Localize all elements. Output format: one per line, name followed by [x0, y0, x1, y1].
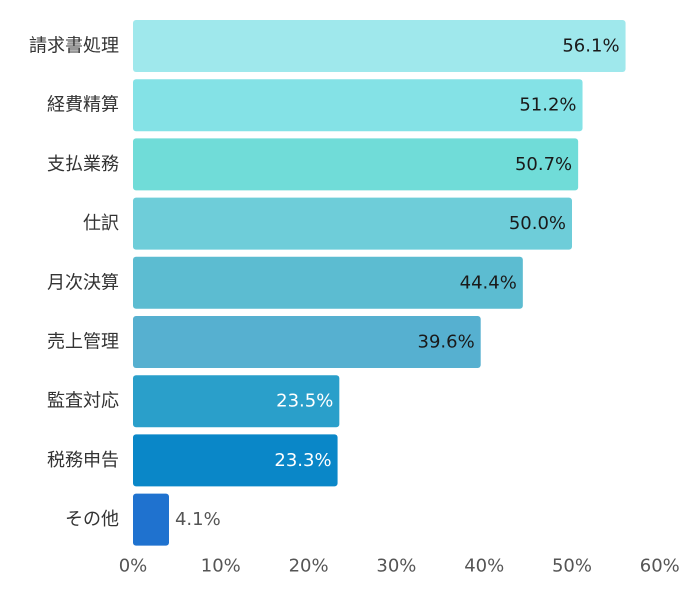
value-label-2: 50.7%: [515, 154, 572, 175]
category-label-6: 監査対応: [47, 391, 119, 412]
bar-3: [133, 197, 572, 250]
bar-0: [133, 20, 626, 72]
category-label-3: 仕訳: [83, 213, 119, 234]
value-label-1: 51.2%: [519, 95, 576, 116]
value-label-0: 56.1%: [562, 36, 619, 57]
category-label-0: 請求書処理: [29, 36, 119, 57]
x-tick-label-6: 60%: [640, 556, 680, 577]
bar-6: [133, 375, 340, 428]
labels-layer: 請求書処理 56.1% 経費精算 51.2% 支払業務 50.7% 仕訳 50.0% 月次決算 4…: [29, 36, 620, 531]
category-label-1: 経費精算: [47, 95, 119, 116]
x-tick-label-3: 30%: [376, 556, 416, 577]
bar-2: [133, 138, 579, 191]
value-label-3: 50.0%: [509, 213, 566, 234]
x-axis: 0% 10% 20% 30% 40% 50% 60%: [119, 556, 680, 577]
x-tick-label-1: 10%: [201, 556, 241, 577]
category-label-4: 月次決算: [47, 272, 119, 293]
bar-8: [133, 493, 169, 546]
bars-layer: [133, 20, 626, 546]
value-label-6: 23.5%: [276, 391, 333, 412]
bar-1: [133, 79, 583, 132]
value-label-7: 23.3%: [274, 450, 331, 471]
x-tick-label-4: 40%: [464, 556, 504, 577]
value-label-8: 4.1%: [175, 509, 221, 530]
bar-5: [133, 316, 481, 368]
category-label-5: 売上管理: [47, 332, 119, 353]
category-label-7: 税務申告: [47, 450, 119, 471]
x-tick-label-2: 20%: [289, 556, 329, 577]
x-tick-label-0: 0%: [119, 556, 148, 577]
x-tick-label-5: 50%: [552, 556, 592, 577]
category-label-2: 支払業務: [47, 154, 119, 175]
value-label-4: 44.4%: [460, 272, 517, 293]
bar-7: [133, 434, 338, 487]
value-label-5: 39.6%: [418, 332, 475, 353]
category-label-8: その他: [65, 509, 119, 530]
bar-4: [133, 256, 523, 309]
